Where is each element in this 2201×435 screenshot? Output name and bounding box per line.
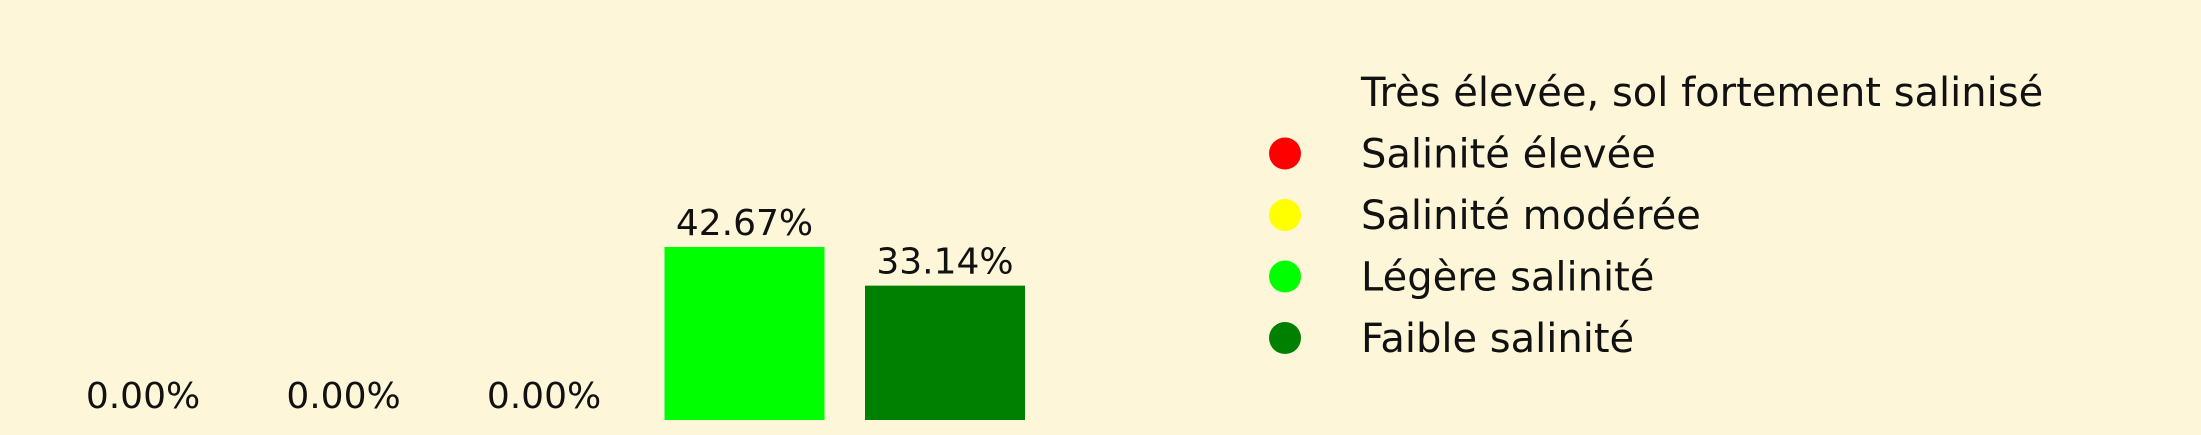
bar-value-label-3: 0.00% (487, 376, 601, 417)
legend-label-2: Salinité élevée (1361, 132, 1656, 178)
bar-value-label-1: 0.00% (86, 376, 200, 417)
bar-5 (865, 285, 1025, 420)
legend-marker-3 (1269, 199, 1301, 231)
legend-marker-5 (1269, 322, 1301, 354)
legend-marker-4 (1269, 260, 1301, 293)
bar-value-label-4: 42.67% (676, 203, 813, 244)
legend-label-5: Faible salinité (1361, 316, 1634, 362)
bars-group: 0.00% 0.00% 0.00% 42.67% 33.14% (86, 203, 1025, 420)
legend-marker-2 (1269, 137, 1301, 170)
bar-value-label-2: 0.00% (286, 376, 400, 417)
legend-label-3: Salinité modérée (1361, 193, 1701, 239)
legend: Très élevée, sol fortement salinisé Salin… (1269, 70, 2043, 362)
bar-4 (664, 247, 825, 420)
bar-value-label-5: 33.14% (876, 242, 1013, 283)
legend-label-1: Très élevée, sol fortement salinisé (1360, 70, 2043, 116)
legend-label-4: Légère salinité (1361, 255, 1654, 301)
